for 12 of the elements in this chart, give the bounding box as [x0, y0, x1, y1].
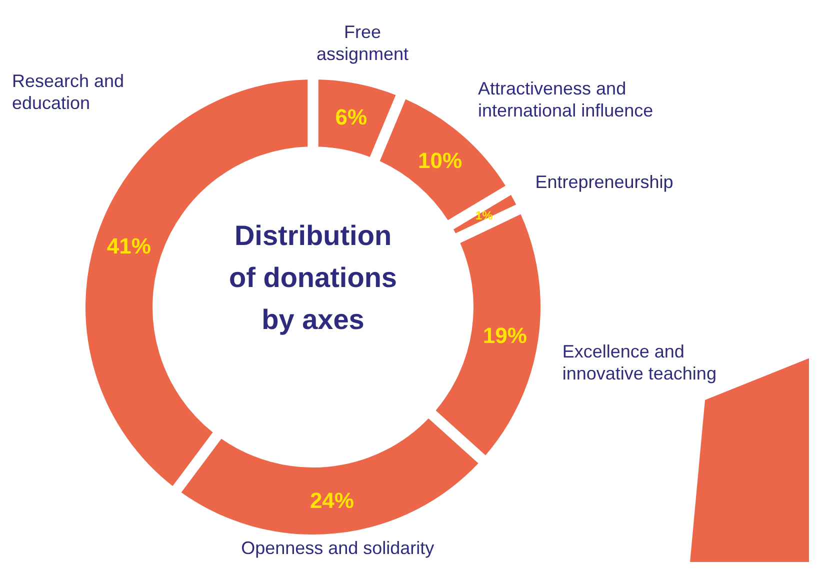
- slice-label: Attractiveness and international influence: [478, 78, 654, 121]
- data-label: 24%: [310, 488, 354, 513]
- data-label: 19%: [482, 322, 527, 348]
- data-label: 10%: [418, 148, 462, 174]
- slice-label: Entrepreneurship: [535, 172, 674, 192]
- text: Distribution of donations by axes: [229, 220, 397, 335]
- slice-label: Research and education: [12, 71, 124, 113]
- slice-label: Openness and solidarity: [241, 538, 434, 558]
- slice-label: Excellence and innovative teaching: [562, 341, 716, 384]
- data-label: 41%: [106, 234, 151, 259]
- slice-label: Free assignment: [316, 22, 409, 64]
- data-label: 6%: [335, 104, 368, 130]
